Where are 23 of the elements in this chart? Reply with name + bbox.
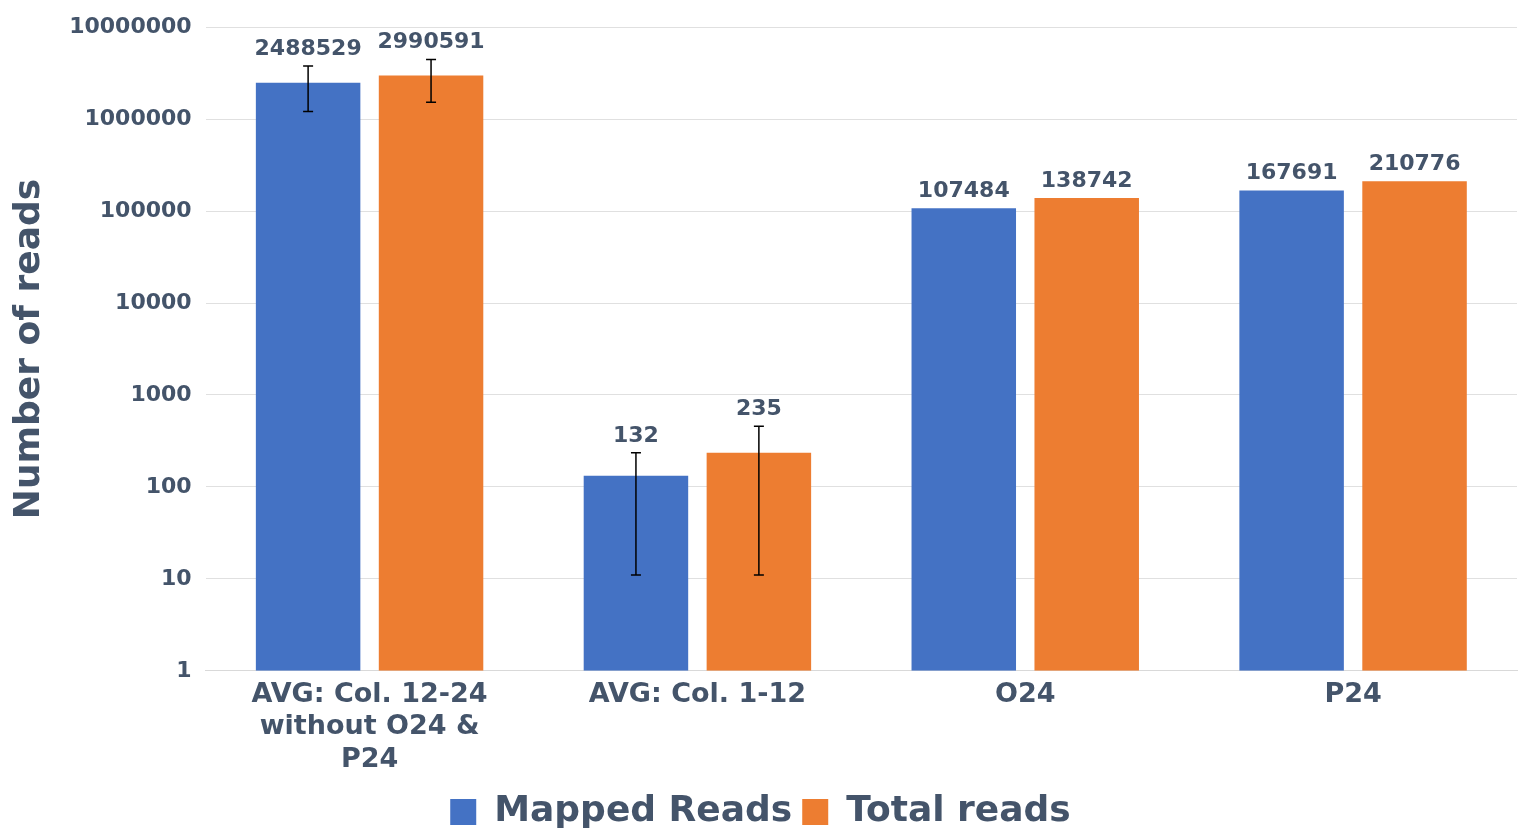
x-tick-label: AVG: Col. 1-12 xyxy=(588,677,806,709)
data-label: 2990591 xyxy=(377,28,485,54)
data-label: 167691 xyxy=(1245,159,1338,185)
y-tick-label: 1 xyxy=(176,656,192,682)
data-label: 132 xyxy=(612,421,659,447)
legend-label: Mapped Reads xyxy=(494,788,793,830)
x-tick-label: O24 xyxy=(994,677,1056,709)
data-label: 210776 xyxy=(1368,150,1461,176)
y-tick-label: 10000000 xyxy=(69,12,192,38)
data-label: 235 xyxy=(735,394,782,420)
data-label: 138742 xyxy=(1040,166,1133,192)
y-tick-label: 100 xyxy=(145,472,192,498)
y-tick-label: 1000 xyxy=(130,380,192,406)
y-axis-title: Number of reads xyxy=(5,178,47,520)
data-label: 107484 xyxy=(917,176,1010,202)
x-tick-label: AVG: Col. 12-24 without O24 & P24 xyxy=(251,677,488,773)
y-tick-label: 1000000 xyxy=(84,104,192,130)
y-tick-label: 10000 xyxy=(115,288,192,314)
x-tick-label: P24 xyxy=(1324,677,1382,709)
y-tick-label: 100000 xyxy=(99,196,192,222)
data-label: 2488529 xyxy=(254,34,362,60)
legend-label: Total reads xyxy=(846,788,1071,830)
y-tick-label: 10 xyxy=(161,564,192,590)
